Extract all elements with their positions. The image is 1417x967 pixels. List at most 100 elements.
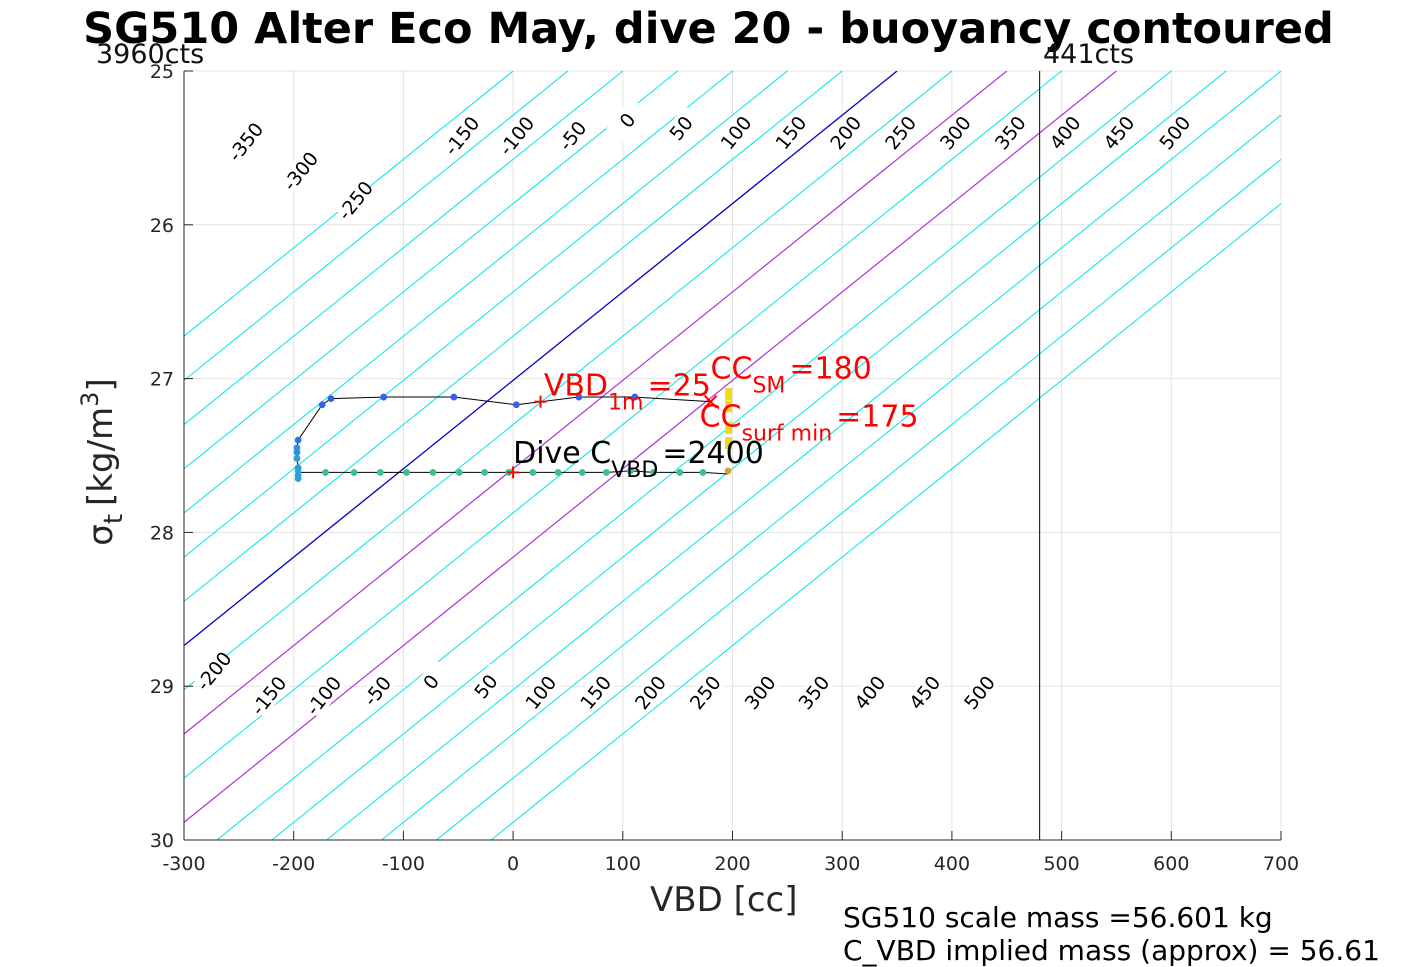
x-tick-label: -300 [162, 853, 205, 875]
dive-point [575, 393, 583, 401]
annotation-divec-sub: VBD [611, 458, 658, 483]
contour-line [184, 71, 1008, 735]
surface-mark [725, 400, 733, 413]
contour-label-bg [824, 110, 867, 155]
y-tick-label: 27 [150, 369, 174, 391]
contour-label-bg [903, 669, 946, 715]
dive-point [327, 395, 335, 402]
contour-label-bg [934, 110, 977, 155]
ylabel-subscript: t [99, 514, 129, 524]
surface-mark [725, 387, 733, 400]
annotation-ccsm-value: =180 [789, 352, 871, 387]
contour-line [184, 71, 678, 470]
x-tick-label: 600 [1153, 853, 1189, 875]
annotation-divec: Dive CVBD =2400 [513, 436, 764, 483]
dive-point [294, 436, 302, 444]
y-tick-label: 28 [150, 522, 174, 544]
dive-point [294, 464, 302, 472]
contour-line [184, 71, 953, 691]
x-tick-label: 200 [714, 853, 750, 875]
ylabel-symbol: σ [81, 524, 121, 546]
buoyancy-contour-chart: -300 -200 -100 0 100 200 300 400 500 600 700 25 26 27… [76, 61, 1299, 875]
contour-label-bg [792, 669, 835, 715]
annotation-ccsm-sub: SM [752, 374, 785, 399]
dive-point [455, 469, 463, 476]
contour-label-bg [879, 110, 922, 155]
annotation-vbd1m-main: VBD [544, 369, 608, 404]
y-tick-label: 26 [150, 215, 174, 237]
annotation-divec-main: Dive C [513, 436, 611, 471]
contour-label-bg [1097, 110, 1140, 155]
dive-point [318, 401, 326, 409]
contour-line [326, 71, 1281, 840]
ylabel-unit: [kg/m [81, 407, 121, 506]
red-marker-stroke [703, 394, 718, 409]
annotation-ccsurf-main: CC [700, 399, 742, 434]
dive-point [429, 469, 437, 476]
contour-label-bg [440, 113, 483, 159]
svg-text:σt[kg/m3]: σt [kg/m3] [76, 378, 129, 545]
red-marker [703, 394, 718, 409]
contour-label-bg [848, 669, 891, 715]
chart-title: SG510 Alter Eco May, dive 20 - buoyancy … [83, 4, 1334, 54]
contour-label-bg [224, 119, 267, 165]
contour-label-bg [769, 110, 812, 155]
annotation-ccsurf: CCsurf min =175 [700, 399, 919, 446]
contour-label-bg [464, 663, 507, 709]
x-tick-label: 100 [605, 853, 641, 875]
x-tick-label: 700 [1263, 853, 1299, 875]
dive-point [350, 469, 358, 476]
dive-point [512, 401, 520, 409]
contour-label-bg [409, 659, 452, 705]
dive-point [403, 469, 411, 476]
dive-point [529, 469, 537, 476]
annotation-ccsurf-value: =175 [836, 399, 918, 434]
contour-label-bg [629, 669, 672, 715]
x-tick-label: -200 [272, 853, 315, 875]
x-tick-label: -100 [382, 853, 425, 875]
annotation-vbd1m-sub: 1m [608, 391, 643, 416]
contour-label-bg [192, 648, 235, 694]
annotation-ccsm-main: CC [711, 352, 753, 387]
annotation-vbd1m: VBD1m =25 [544, 369, 711, 416]
contour-label-bg [606, 97, 649, 143]
dive-point [376, 469, 384, 476]
surface-mark [725, 421, 733, 434]
dive-point [627, 467, 634, 475]
annotation-ccsurf-sub: surf min [741, 421, 832, 446]
contour-label-bg [1153, 110, 1196, 155]
annotation-divec-value: =2400 [662, 436, 763, 471]
contour-label-bg [659, 105, 703, 151]
dive-point [450, 393, 458, 401]
point-layer [293, 387, 733, 482]
red-marker [534, 395, 547, 408]
dive-point [380, 393, 388, 401]
contour-label-bg [738, 669, 782, 715]
right-count-label: 441cts [1043, 39, 1135, 70]
axes-layer: -300 -200 -100 0 100 200 300 400 500 600 700 25 26 27… [150, 61, 1299, 875]
dive-point [293, 444, 301, 452]
contour-label-bg [551, 113, 594, 159]
contour-line [216, 71, 1172, 840]
y-tick-label: 25 [150, 61, 174, 83]
contour-line [184, 71, 733, 514]
x-tick-label: 500 [1043, 853, 1079, 875]
contour-label-bg [574, 669, 617, 715]
contour-label-bg [302, 672, 345, 718]
footer-line-implied-mass: C_VBD implied mass (approx) = 56.61 [843, 934, 1380, 967]
dive-point [650, 469, 657, 476]
left-count-label: 3960cts [96, 39, 205, 70]
ylabel-unit-close: ] [81, 378, 121, 391]
contour-line [490, 202, 1281, 840]
dive-point [631, 393, 639, 401]
contour-label-bg [334, 177, 377, 223]
contour-label-bg [683, 669, 727, 715]
contour-label-bg [1043, 110, 1087, 155]
surface-mark [725, 437, 733, 450]
ylabel-unit-sup: 3 [76, 392, 104, 407]
dive-point [724, 467, 732, 475]
contour-label-bg [495, 113, 538, 159]
contour-line [271, 71, 1227, 840]
contour-line [184, 71, 569, 382]
